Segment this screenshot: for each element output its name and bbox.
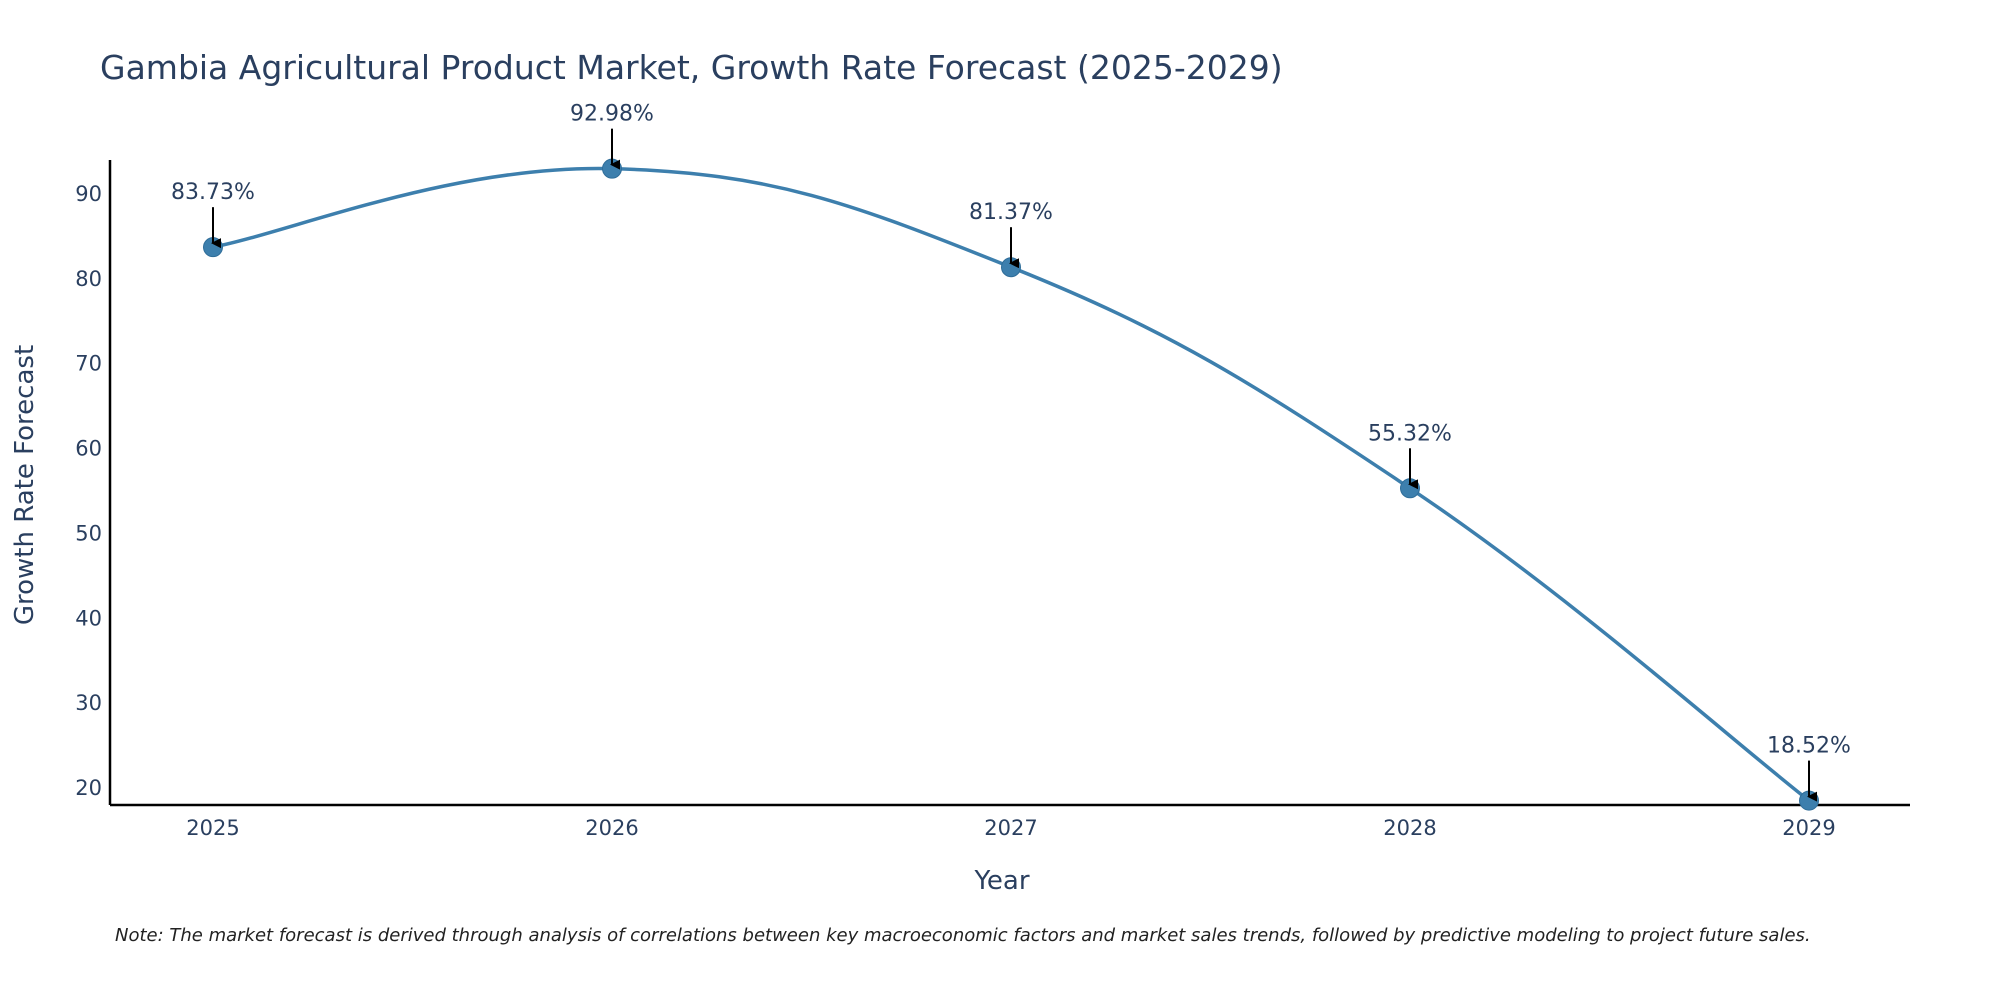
y-tick-label: 40 bbox=[75, 606, 102, 630]
y-tick-label: 80 bbox=[75, 267, 102, 291]
x-tick-label: 2025 bbox=[186, 816, 239, 840]
x-axis-title: Year bbox=[973, 866, 1029, 896]
x-tick-label: 2027 bbox=[984, 816, 1037, 840]
data-label: 55.32% bbox=[1368, 421, 1452, 446]
y-tick-label: 20 bbox=[75, 776, 102, 800]
data-label: 92.98% bbox=[570, 102, 654, 127]
x-tick-label: 2026 bbox=[585, 816, 638, 840]
chart-note: Note: The market forecast is derived thr… bbox=[115, 925, 1811, 946]
chart-title: Gambia Agricultural Product Market, Grow… bbox=[100, 48, 1283, 87]
y-tick-label: 90 bbox=[75, 182, 102, 206]
y-tick-label: 60 bbox=[75, 437, 102, 461]
data-annotations: 83.73% 92.98% 81.37% 55.32% 18.52% bbox=[171, 102, 1851, 802]
y-tick-label: 70 bbox=[75, 352, 102, 376]
y-axis-ticks: 20 30 40 50 60 70 80 90 bbox=[75, 182, 102, 800]
y-tick-label: 30 bbox=[75, 691, 102, 715]
x-tick-label: 2028 bbox=[1383, 816, 1436, 840]
data-label: 81.37% bbox=[969, 200, 1053, 225]
y-axis-title: Growth Rate Forecast bbox=[10, 345, 40, 625]
data-label: 18.52% bbox=[1767, 734, 1851, 759]
data-label: 83.73% bbox=[171, 180, 255, 205]
x-tick-label: 2029 bbox=[1782, 816, 1835, 840]
x-axis-ticks: 2025 2026 2027 2028 2029 bbox=[186, 816, 1835, 840]
series-line bbox=[212, 166, 1811, 802]
y-tick-label: 50 bbox=[75, 521, 102, 545]
